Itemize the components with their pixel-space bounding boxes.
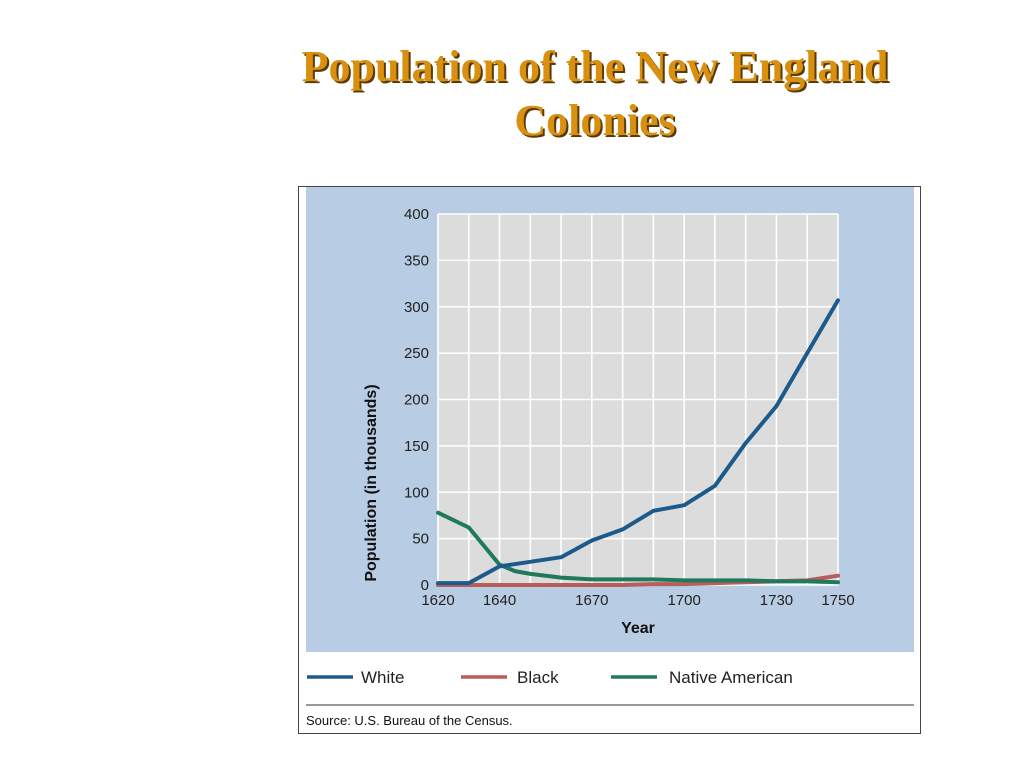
x-tick-label: 1670 [575,592,608,609]
x-axis-title: Year [621,620,655,637]
legend-label-white: White [361,668,404,687]
x-tick-label: 1750 [821,592,854,609]
y-axis-title: Population (in thousands) [363,384,380,581]
legend-label-native-american: Native American [669,668,793,687]
grid-lines [437,213,839,586]
x-tick-label: 1620 [421,592,454,609]
y-tick-label: 150 [404,438,429,455]
population-line-chart: 0 50 100 150 200 250 300 350 400 1620 1640 1670 170… [306,187,914,728]
series-line-white [436,298,840,586]
x-tick-label: 1700 [667,592,700,609]
y-tick-label: 100 [404,484,429,501]
y-tick-label: 250 [404,345,429,362]
legend: White Black Native American [307,668,793,687]
y-tick-label: 400 [404,206,429,223]
x-tick-label: 1640 [483,592,516,609]
y-axis-tick-labels: 0 50 100 150 200 250 300 350 400 [404,206,429,594]
y-tick-label: 50 [412,531,429,548]
y-tick-label: 350 [404,252,429,269]
legend-label-black: Black [517,668,559,687]
slide-title: Population of the New England Colonies [175,40,1015,148]
source-note: Source: U.S. Bureau of the Census. [306,713,513,728]
slide-title-line-1: Population of the New England [301,42,889,91]
x-axis-tick-labels: 1620 1640 1670 1700 1730 1750 [421,592,854,609]
chart-figure: 0 50 100 150 200 250 300 350 400 1620 1640 1670 170… [298,186,921,734]
y-tick-label: 200 [404,392,429,409]
y-tick-label: 300 [404,299,429,316]
y-tick-label: 0 [421,577,429,594]
x-tick-label: 1730 [760,592,793,609]
slide-title-line-2: Colonies [514,96,676,145]
series-lines [436,298,840,587]
